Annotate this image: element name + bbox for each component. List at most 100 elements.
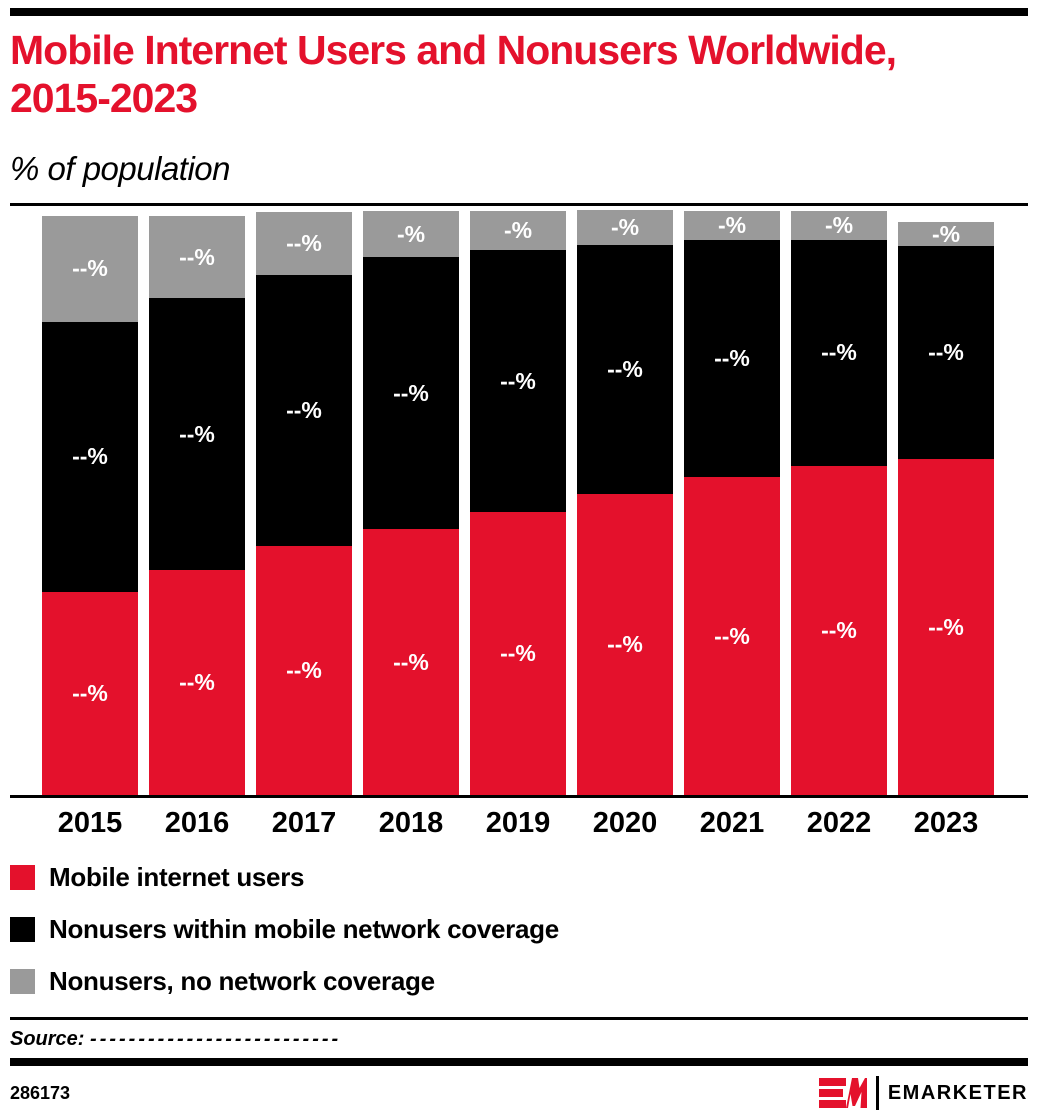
bar-segment-2018: --%: [363, 257, 459, 530]
bar-segment-2019: --%: [470, 512, 566, 796]
legend-swatch-black-icon: [10, 917, 35, 943]
data-label: -%: [396, 220, 426, 247]
data-label: -%: [931, 220, 961, 247]
data-label: --%: [928, 613, 964, 640]
legend-item-nonusers-no-coverage: Nonusers, no network coverage: [10, 966, 1028, 997]
data-label: --%: [607, 631, 643, 658]
x-tick-2020: 2020: [592, 807, 658, 840]
legend-label: Mobile internet users: [49, 862, 305, 893]
data-label: --%: [928, 339, 964, 366]
logo-divider: [875, 1076, 879, 1110]
bar-segment-2020: -%: [577, 209, 673, 245]
bar-2015: --% --% --%: [42, 215, 138, 796]
bar-segment-2021: --%: [684, 240, 780, 477]
bar-segment-2019: -%: [470, 210, 566, 250]
data-label: -%: [717, 211, 747, 238]
bar-2022: -% --% --%: [791, 211, 887, 796]
legend-swatch-gray-icon: [10, 969, 35, 995]
x-tick-2017: 2017: [271, 807, 337, 840]
bar-segment-2017: --%: [256, 546, 352, 796]
legend-swatch-red-icon: [10, 865, 35, 891]
bar-segment-2016: --%: [149, 298, 245, 571]
bar-segment-2023: --%: [898, 246, 994, 460]
x-axis-labels: 2015 2016 2017 2018 2019 2020 2021 2022 2023: [42, 807, 1028, 840]
x-tick-2023: 2023: [913, 807, 979, 840]
bar-2023: -% --% --%: [898, 220, 994, 796]
bar-segment-2016: --%: [149, 570, 245, 796]
bar-2018: -% --% --%: [363, 211, 459, 796]
bar-segment-2018: --%: [363, 529, 459, 796]
bar-segment-2018: -%: [363, 211, 459, 258]
emarketer-logo: EMARKETER: [818, 1076, 1028, 1110]
data-label: --%: [179, 420, 215, 447]
bar-segment-2019: --%: [470, 249, 566, 513]
bar-segment-2017: --%: [256, 275, 352, 547]
data-label: -%: [610, 213, 640, 240]
bar-group: --% --% --% --% --% --% --% --% --% -% --% --% -% --%…: [42, 209, 1028, 796]
data-label: -%: [824, 212, 854, 239]
source-redacted-text: --------------------------: [90, 1028, 342, 1051]
chart-id: 286173: [10, 1082, 71, 1103]
data-label: --%: [393, 648, 429, 675]
bar-segment-2021: -%: [684, 210, 780, 241]
legend-item-nonusers-within-coverage: Nonusers within mobile network coverage: [10, 914, 1028, 945]
bar-segment-2020: --%: [577, 245, 673, 495]
data-label: --%: [393, 379, 429, 406]
bar-segment-2021: --%: [684, 476, 780, 796]
data-label: --%: [714, 344, 750, 371]
chart-subtitle: % of population: [10, 150, 231, 188]
x-tick-2021: 2021: [699, 807, 765, 840]
legend-label: Nonusers, no network coverage: [49, 966, 435, 997]
page-title: Mobile Internet Users and Nonusers World…: [10, 26, 1028, 122]
data-label: --%: [179, 243, 215, 270]
data-label: --%: [607, 356, 643, 383]
legend: Mobile internet users Nonusers within mo…: [10, 862, 1028, 997]
bar-2021: -% --% --%: [684, 210, 780, 796]
data-label: --%: [286, 657, 322, 684]
data-label: --%: [500, 640, 536, 667]
x-tick-2015: 2015: [57, 807, 123, 840]
source-rule: [10, 1017, 1028, 1021]
bar-segment-2022: --%: [791, 465, 887, 796]
data-label: --%: [72, 255, 108, 282]
top-rule: [10, 8, 1028, 16]
bar-segment-2022: -%: [791, 211, 887, 241]
bar-2016: --% --% --%: [149, 216, 245, 796]
bar-segment-2023: --%: [898, 459, 994, 796]
source-line: Source: --------------------------: [10, 1020, 1028, 1058]
brand-name: EMARKETER: [887, 1081, 1028, 1104]
bar-segment-2015: --%: [42, 591, 138, 796]
title-line-1: Mobile Internet Users and Nonusers World…: [10, 27, 897, 73]
x-tick-2018: 2018: [378, 807, 444, 840]
bar-segment-2020: --%: [577, 494, 673, 796]
stacked-bar-chart: --% --% --% --% --% --% --% --% --% -% --% --% -% --%…: [10, 209, 1028, 799]
footer: 286173 EMARKETER: [10, 1076, 1028, 1110]
legend-item-mobile-internet-users: Mobile internet users: [10, 862, 1028, 893]
bar-2019: -% --% --%: [470, 210, 566, 796]
bar-segment-2016: --%: [149, 216, 245, 299]
x-tick-2022: 2022: [806, 807, 872, 840]
bar-2020: -% --% --%: [577, 209, 673, 796]
x-tick-2016: 2016: [164, 807, 230, 840]
data-label: --%: [821, 339, 857, 366]
data-label: --%: [714, 622, 750, 649]
header-rule: [10, 203, 1028, 207]
bar-2017: --% --% --%: [256, 211, 352, 796]
footer-rule: [10, 1058, 1028, 1067]
data-label: --%: [179, 669, 215, 696]
data-label: --%: [286, 230, 322, 257]
bar-segment-2015: --%: [42, 215, 138, 322]
source-prefix: Source:: [10, 1028, 85, 1051]
data-label: --%: [500, 367, 536, 394]
data-label: -%: [503, 216, 533, 243]
bar-segment-2022: --%: [791, 240, 887, 466]
data-label: --%: [286, 397, 322, 424]
data-label: --%: [821, 617, 857, 643]
legend-label: Nonusers within mobile network coverage: [49, 914, 559, 945]
data-label: --%: [72, 680, 108, 707]
bar-segment-2015: --%: [42, 321, 138, 592]
data-label: --%: [72, 443, 108, 470]
bar-segment-2023: -%: [898, 220, 994, 247]
bar-segment-2017: --%: [256, 211, 352, 276]
